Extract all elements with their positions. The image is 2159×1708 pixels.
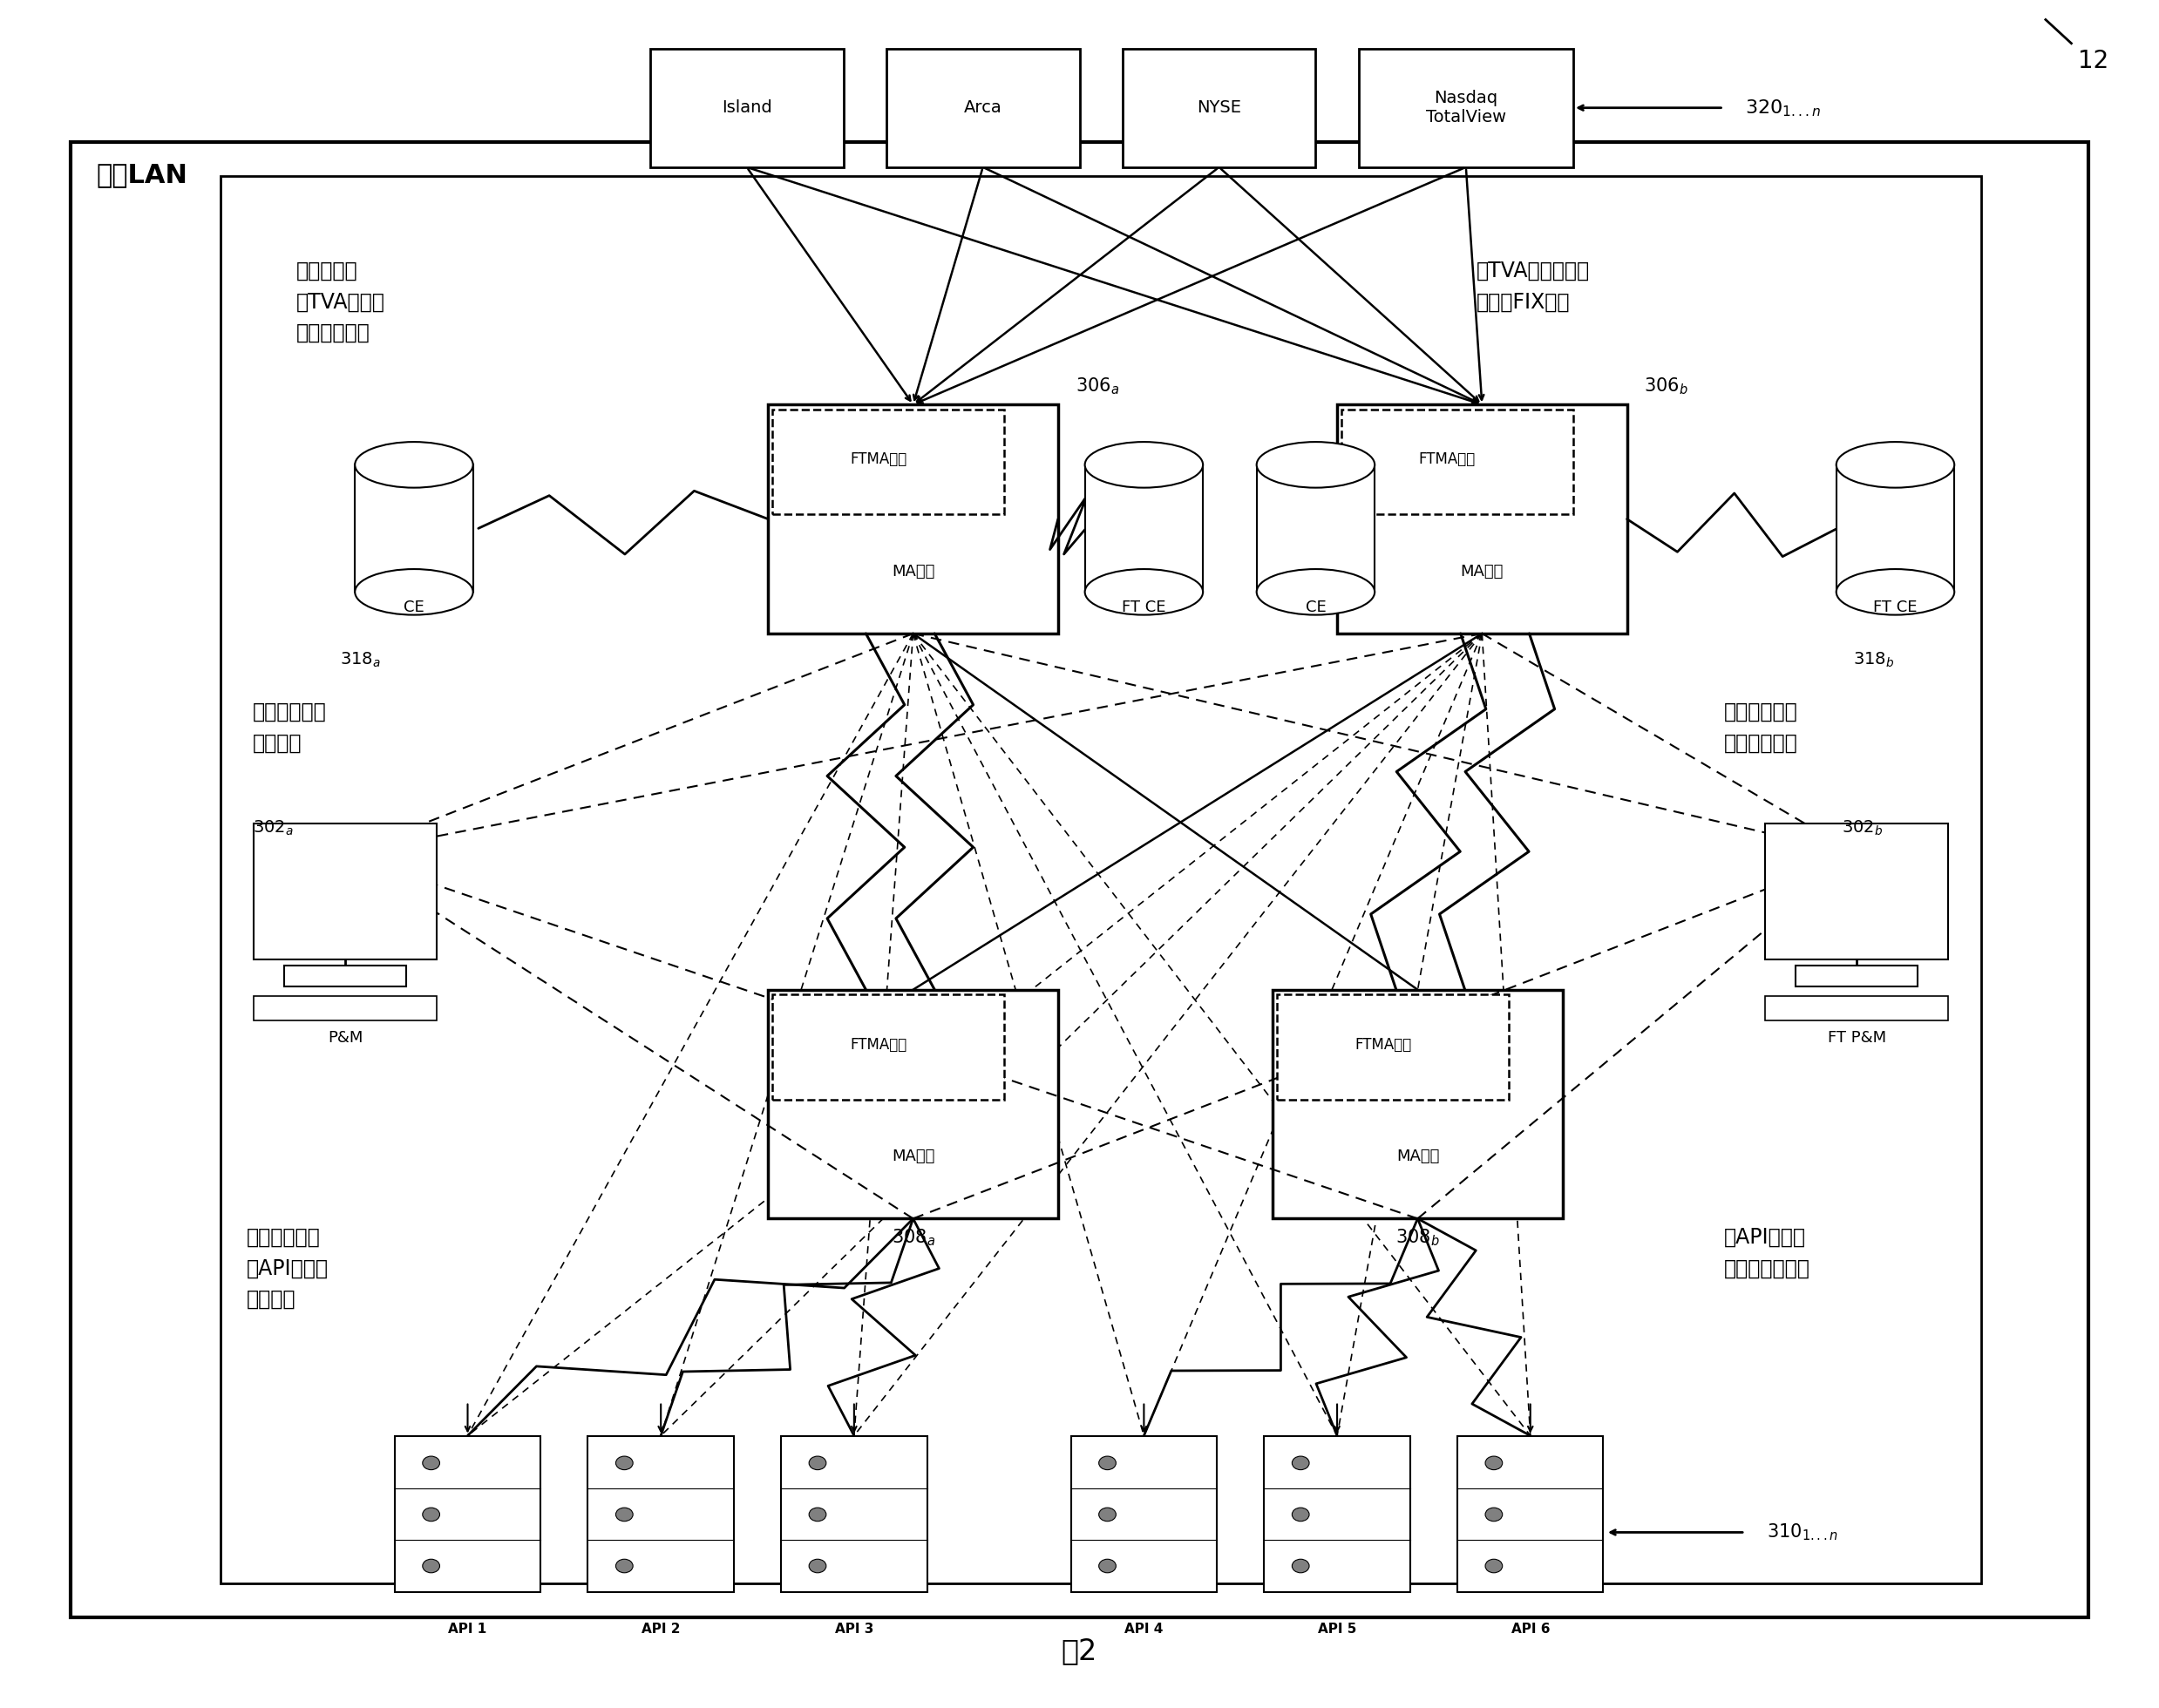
Text: $320_{1...n}$: $320_{1...n}$ [1744,97,1822,118]
Ellipse shape [1084,569,1203,615]
Bar [769,989,1058,1218]
Circle shape [810,1559,827,1573]
Text: FTMA核心: FTMA核心 [1354,1037,1412,1052]
Circle shape [615,1559,633,1573]
Bar [71,142,2088,1617]
Bar [1272,989,1563,1218]
Circle shape [423,1508,440,1522]
Bar [650,48,844,167]
Ellipse shape [1837,442,1954,488]
Text: $302_b$: $302_b$ [1842,818,1883,837]
Circle shape [1099,1508,1116,1522]
Text: 从外部格式
到TVA格式的
交换协议变换: 从外部格式 到TVA格式的 交换协议变换 [296,260,384,343]
Bar [354,465,473,593]
Bar [255,823,436,960]
Bar [1084,465,1203,593]
Bar [1257,465,1375,593]
Circle shape [1099,1559,1116,1573]
Circle shape [423,1559,440,1573]
Text: MA核心: MA核心 [892,1149,935,1165]
Ellipse shape [1837,569,1954,615]
Text: MA边沿: MA边沿 [1459,564,1503,579]
Circle shape [810,1457,827,1471]
Ellipse shape [1257,442,1375,488]
Text: Island: Island [721,99,773,116]
Text: NYSE: NYSE [1196,99,1241,116]
Bar [1071,1436,1218,1592]
Text: $318_a$: $318_a$ [339,651,380,670]
Text: CE: CE [1306,600,1326,615]
Text: $306_b$: $306_b$ [1645,376,1688,396]
Text: $308_a$: $308_a$ [892,1226,935,1247]
Bar [1123,48,1315,167]
Bar [1358,48,1574,167]
Ellipse shape [354,442,473,488]
Text: 从TVA格式到交换
格式的FIX变换: 从TVA格式到交换 格式的FIX变换 [1477,260,1589,313]
Text: 企业LAN: 企业LAN [97,162,188,188]
Circle shape [1485,1508,1503,1522]
Text: 12: 12 [2077,48,2109,73]
Bar [587,1436,734,1592]
Bar [773,410,1004,514]
Text: FTMA边沿: FTMA边沿 [1418,451,1477,468]
Text: MA边沿: MA边沿 [892,564,935,579]
Circle shape [423,1457,440,1471]
Text: $310_{1...n}$: $310_{1...n}$ [1766,1522,1837,1542]
Bar [395,1436,540,1592]
Text: API 1: API 1 [449,1623,488,1635]
Bar [285,967,406,986]
Circle shape [1291,1457,1308,1471]
Bar [1837,465,1954,593]
Bar [1276,994,1509,1100]
Text: 图2: 图2 [1062,1636,1097,1665]
Text: API 6: API 6 [1511,1623,1550,1635]
Bar [1265,1436,1410,1592]
Bar [1336,405,1628,634]
Text: 基于应用订购
到API的市场
数据递送: 基于应用订购 到API的市场 数据递送 [246,1226,328,1310]
Circle shape [1099,1457,1116,1471]
Text: FT CE: FT CE [1874,600,1917,615]
Ellipse shape [1257,569,1375,615]
Text: FTMA核心: FTMA核心 [851,1037,907,1052]
Text: $308_b$: $308_b$ [1395,1226,1440,1247]
Text: FTMA边沿: FTMA边沿 [851,451,907,468]
Ellipse shape [354,569,473,615]
Text: FT CE: FT CE [1123,600,1166,615]
Bar [887,48,1080,167]
Text: API 5: API 5 [1317,1623,1356,1635]
Bar [1796,967,1917,986]
Text: 从API路由回
交换的市场订单: 从API路由回 交换的市场订单 [1723,1226,1809,1279]
Text: $318_b$: $318_b$ [1852,651,1893,670]
Text: CE: CE [404,600,425,615]
Text: 市场数据递送
基础设施: 市场数据递送 基础设施 [253,702,326,753]
Text: $306_a$: $306_a$ [1075,376,1118,396]
Bar [220,176,1982,1583]
Circle shape [810,1508,827,1522]
Circle shape [1485,1457,1503,1471]
Bar [1766,823,1947,960]
Text: API 4: API 4 [1125,1623,1164,1635]
Circle shape [1291,1559,1308,1573]
Text: P&M: P&M [328,1030,363,1045]
Circle shape [615,1508,633,1522]
Text: API 3: API 3 [836,1623,874,1635]
Bar [782,1436,926,1592]
Bar [255,996,436,1020]
Bar [773,994,1004,1100]
Bar [769,405,1058,634]
Bar [1341,410,1574,514]
Circle shape [615,1457,633,1471]
Bar [1457,1436,1604,1592]
Ellipse shape [1084,442,1203,488]
Text: Nasdaq
TotalView: Nasdaq TotalView [1425,91,1507,126]
Text: API 2: API 2 [641,1623,680,1635]
Circle shape [1291,1508,1308,1522]
Text: 市场订单路由
选择基础设施: 市场订单路由 选择基础设施 [1723,702,1798,753]
Text: MA核心: MA核心 [1397,1149,1440,1165]
Text: $302_a$: $302_a$ [253,818,294,837]
Text: Arca: Arca [963,99,1002,116]
Text: FT P&M: FT P&M [1827,1030,1887,1045]
Circle shape [1485,1559,1503,1573]
Bar [1766,996,1947,1020]
